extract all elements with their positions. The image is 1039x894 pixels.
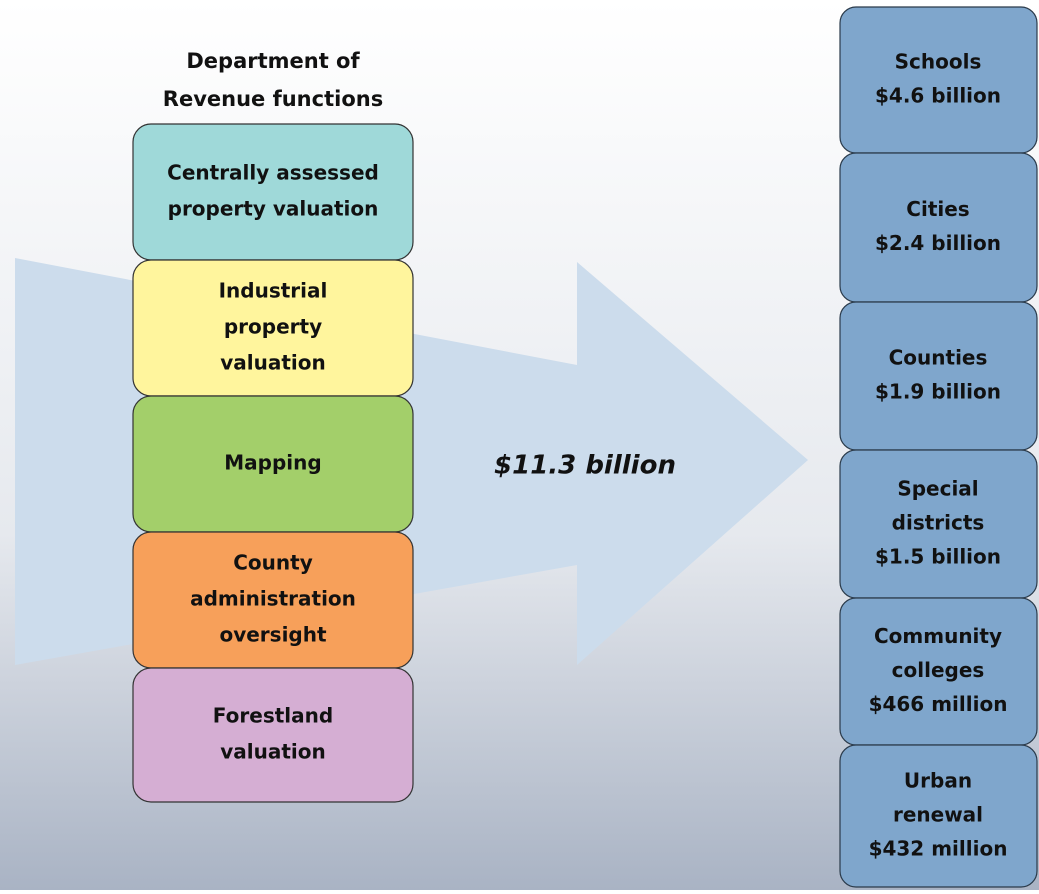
recipient-box <box>839 6 1038 154</box>
recipient-box <box>839 301 1038 451</box>
function-label: administration <box>190 587 356 611</box>
recipient-label: renewal <box>893 803 983 827</box>
function-label: property valuation <box>168 197 379 221</box>
function-box <box>132 123 414 261</box>
recipient-label: $1.5 billion <box>875 545 1001 569</box>
total: $11.3 billion <box>494 451 676 481</box>
recipient-label: $2.4 billion <box>875 231 1001 255</box>
recipient-label: Schools <box>895 50 982 74</box>
recipient-label: colleges <box>892 658 985 682</box>
recipient-label: Counties <box>889 346 988 370</box>
function-label: property <box>224 315 322 339</box>
recipient-label: Cities <box>906 197 969 221</box>
recipient-box <box>839 152 1038 303</box>
function-box <box>132 667 414 803</box>
recipient-label: Special <box>897 477 978 501</box>
function-label: Mapping <box>224 451 321 475</box>
function-label: valuation <box>220 740 326 764</box>
function-label: oversight <box>219 623 327 647</box>
recipient-label: $432 million <box>869 837 1008 861</box>
recipient-label: $4.6 billion <box>875 84 1001 108</box>
function-label: Industrial <box>219 279 328 303</box>
function-label: valuation <box>220 351 326 375</box>
recipient-box <box>839 744 1038 888</box>
boxes: Department of Revenue functions Centrally … <box>132 6 1038 888</box>
function-label: County <box>233 551 313 575</box>
function-label: Forestland <box>213 704 333 728</box>
header-title: Revenue functions <box>163 87 383 111</box>
recipient-label: Community <box>874 624 1002 648</box>
function-label: Centrally assessed <box>167 161 379 185</box>
header-title: Department of <box>186 49 360 73</box>
recipient-label: districts <box>892 511 985 535</box>
recipient-label: $1.9 billion <box>875 380 1001 404</box>
recipient-label: Urban <box>904 769 972 793</box>
recipient-label: $466 million <box>869 692 1008 716</box>
